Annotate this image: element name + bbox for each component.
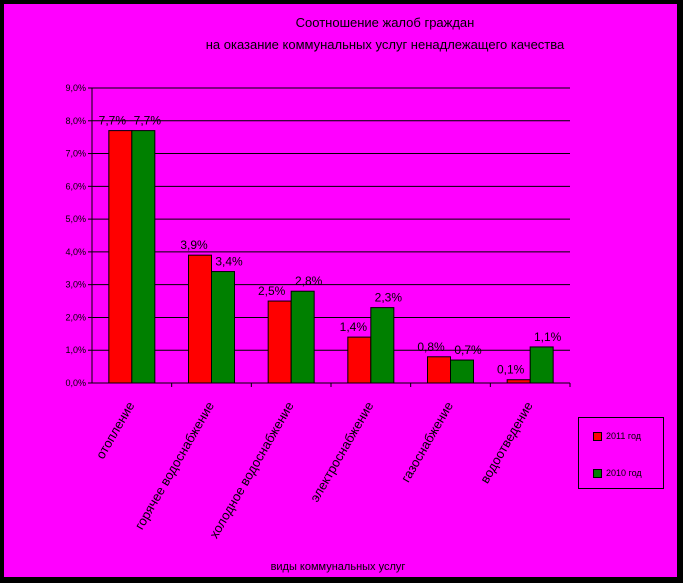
legend-swatch-2011 xyxy=(593,431,602,441)
data-label: 3,9% xyxy=(180,238,208,252)
y-tick-label: 1,0% xyxy=(65,345,86,355)
x-tick-label: водоотведение xyxy=(477,399,536,486)
y-tick-label: 7,0% xyxy=(65,149,86,159)
data-label: 1,1% xyxy=(534,330,562,344)
bar-2011 xyxy=(108,130,133,384)
y-tick-label: 4,0% xyxy=(65,247,86,257)
data-label: 2,3% xyxy=(375,291,403,305)
y-tick-label: 3,0% xyxy=(65,280,86,290)
bar-2010 xyxy=(211,271,235,384)
chart-title-line-2: на оказание коммунальных услуг ненадлежа… xyxy=(206,37,565,52)
legend-label-2011: 2011 год xyxy=(606,431,641,441)
data-label: 7,7% xyxy=(134,114,162,128)
legend-label-2010: 2010 год xyxy=(606,468,642,478)
legend-item-2010: 2010 год xyxy=(593,468,642,478)
bar-2011 xyxy=(506,379,531,384)
y-tick-label: 2,0% xyxy=(65,312,86,322)
data-label: 7,7% xyxy=(99,114,127,128)
bars xyxy=(108,130,554,384)
x-axis-label: виды коммунальных услуг xyxy=(271,561,406,573)
chart-title-line-1: Соотношение жалоб граждан xyxy=(296,15,475,30)
bar-2010 xyxy=(370,307,395,384)
x-tick-label: холодное водоснабжение xyxy=(206,399,297,541)
x-tick-label: горячее водоснабжение xyxy=(132,399,217,532)
bar-2010 xyxy=(290,290,315,384)
data-label: 0,7% xyxy=(454,343,482,357)
y-tick-label: 0,0% xyxy=(65,378,86,388)
legend-item-2011: 2011 год xyxy=(593,431,641,441)
legend: 2011 год 2010 год xyxy=(578,417,664,489)
bar-2010 xyxy=(131,130,156,384)
y-tick-label: 6,0% xyxy=(65,181,86,191)
y-tick-label: 9,0% xyxy=(65,83,86,93)
gridlines xyxy=(92,87,570,384)
data-label: 0,1% xyxy=(497,363,525,377)
bar-2011 xyxy=(188,254,212,384)
data-label: 2,8% xyxy=(295,274,323,288)
bar-2010 xyxy=(450,359,474,384)
x-tick-label: газоснабжение xyxy=(398,399,456,485)
axes xyxy=(88,87,571,387)
y-tick-label: 8,0% xyxy=(65,116,86,126)
legend-swatch-2010 xyxy=(593,468,602,478)
x-tick-label: отопление xyxy=(93,399,138,462)
data-label: 0,8% xyxy=(417,340,445,354)
bar-2011 xyxy=(267,300,292,384)
x-tick-label: электроснабжение xyxy=(307,399,377,505)
y-tick-label: 5,0% xyxy=(65,214,86,224)
bar-2010 xyxy=(529,346,554,384)
bar-2011 xyxy=(347,336,372,384)
data-label: 3,4% xyxy=(215,255,243,269)
data-label: 1,4% xyxy=(340,320,368,334)
bar-2011 xyxy=(427,356,451,384)
data-labels: 7,7% 7,7% 3,9% 3,4% 2,5% 2,8% 1,4% 2,3% 0,8% 0,7%… xyxy=(99,114,562,377)
data-label: 2,5% xyxy=(258,284,286,298)
